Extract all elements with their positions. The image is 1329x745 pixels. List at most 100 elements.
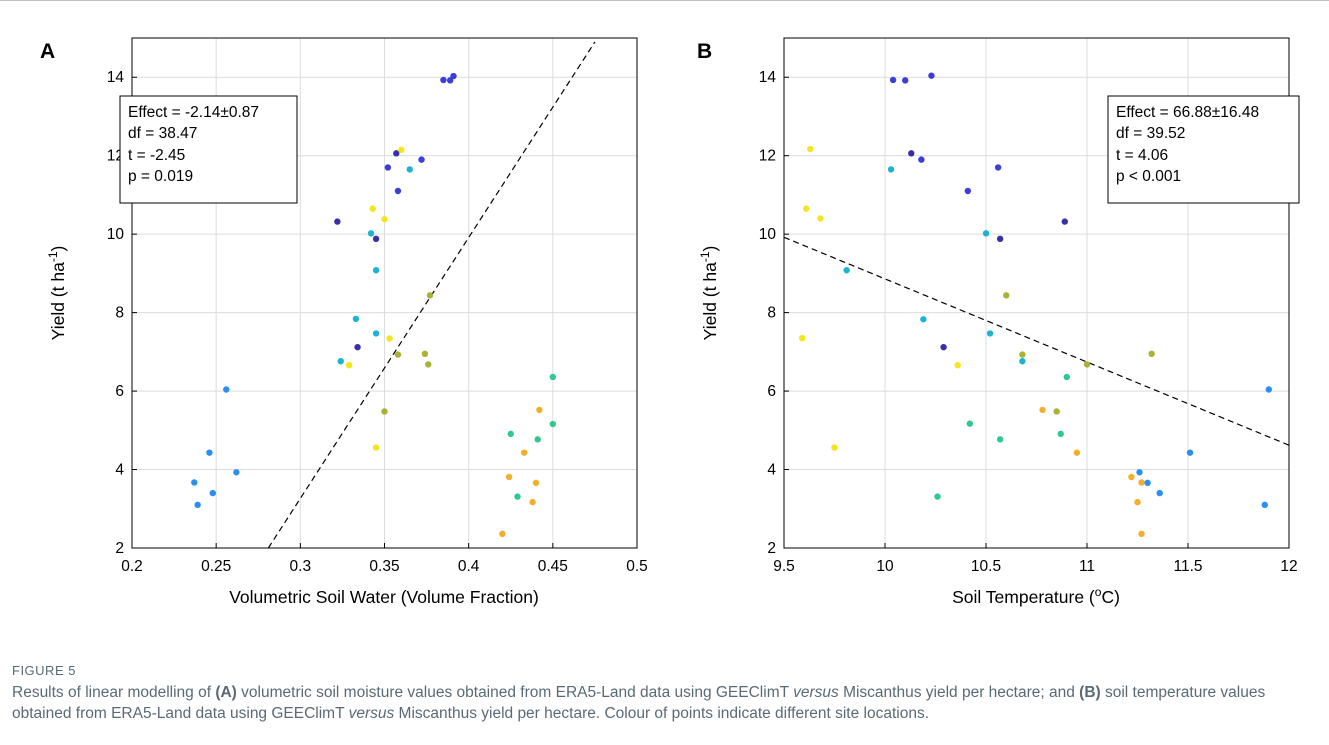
panel-a-data-point xyxy=(209,489,216,497)
panel-b-data-point xyxy=(1019,358,1026,365)
panel-a-data-point xyxy=(549,420,557,428)
panel-a-y-tick-label: 6 xyxy=(115,383,124,400)
panel-a-y-tick-label: 8 xyxy=(115,305,124,322)
panel-b-x-axis-label: Soil Temperature (oC) xyxy=(952,585,1120,607)
panel-b-x-tick-label: 11 xyxy=(1079,558,1095,575)
panel-b-y-tick-label: 2 xyxy=(767,540,776,557)
panel-a-data-point xyxy=(372,235,380,243)
panel-a-y-label-sup: -1 xyxy=(46,251,60,262)
panel-a-data-point xyxy=(406,166,413,173)
panel-b: B 9.5 10 10.5 11 11.5 12 2 4 6 8 10 12 14 Effect = … xyxy=(697,37,1300,607)
panel-a-data-point xyxy=(223,386,230,393)
panel-b-fit-line xyxy=(783,236,1290,446)
panel-b-x-tick-label: 12 xyxy=(1280,558,1297,575)
panel-b-data-point xyxy=(1063,373,1071,381)
panel-a-y-axis-label: Yield (t ha-1) xyxy=(46,246,68,341)
panel-b-data-point xyxy=(843,267,850,274)
panel-b-y-tick-label: 6 xyxy=(767,383,776,400)
panel-a-data-point xyxy=(372,330,380,337)
caption-segment: (B) xyxy=(1079,684,1101,701)
panel-b-stat-t: t = 4.06 xyxy=(1116,147,1168,164)
panel-a-x-tick-label: 0.4 xyxy=(458,558,480,575)
panel-b-data-point xyxy=(1186,449,1194,456)
panel-b-data-point xyxy=(964,187,972,195)
panel-a-data-point xyxy=(386,335,393,342)
figure-plots: A 0.2 0.25 0.3 0.35 0.4 0.45 0.5 2 4 6 8 10 12 14 Ef… xyxy=(40,37,1300,607)
caption-segment: versus xyxy=(793,684,839,701)
panel-b-y-label-end: ) xyxy=(700,246,720,252)
panel-b-grid xyxy=(783,38,1290,549)
panel-a-data-point xyxy=(345,361,353,369)
panel-a-data-point xyxy=(394,351,402,358)
panel-b-data-point xyxy=(1053,408,1060,415)
panel-a-data-point xyxy=(425,361,432,368)
panel-b-x-label-sup: o xyxy=(1095,585,1102,599)
panel-b-data-point xyxy=(908,150,915,157)
panel-b-data-point xyxy=(954,361,961,369)
figure-caption: FIGURE 5 Results of linear modelling of … xyxy=(12,663,1312,724)
panel-b-x-ticks: 9.5 10 10.5 11 11.5 12 xyxy=(773,543,1298,575)
panel-a-data-point xyxy=(381,216,388,223)
panel-b-data-point xyxy=(1136,469,1143,476)
panel-a-label: A xyxy=(40,40,55,63)
panel-b-data-point xyxy=(918,156,925,163)
panel-b-data-point xyxy=(940,343,947,351)
panel-b-y-label-main: Yield (t ha xyxy=(700,262,720,340)
panel-b-y-tick-label: 14 xyxy=(759,69,777,86)
panel-b-data-point xyxy=(920,316,927,323)
panel-b-data-point xyxy=(986,330,994,337)
panel-a-stat-df: df = 38.47 xyxy=(128,125,197,142)
panel-a-data-point xyxy=(194,501,201,509)
panel-b-data-point xyxy=(1148,350,1155,358)
panel-b-y-tick-label: 4 xyxy=(767,462,776,479)
panel-b-data-point xyxy=(982,230,990,237)
panel-a-x-tick-label: 0.45 xyxy=(538,558,568,575)
panel-a-data-point xyxy=(499,530,506,538)
panel-b-y-label-sup: -1 xyxy=(698,251,712,262)
panel-a-data-point xyxy=(421,350,429,358)
panel-b-data-point xyxy=(1138,479,1145,486)
svg-text:Effect = -2.14±0.87 df =: Effect = -2.14±0.87 df = 38.47 t = -2.45… xyxy=(128,104,263,185)
panel-a-data-point xyxy=(354,343,361,351)
panel-b-y-ticks: 2 4 6 8 10 12 14 xyxy=(759,69,789,557)
panel-b-x-label-end: C) xyxy=(1101,587,1119,607)
panel-b-data-point xyxy=(887,166,895,173)
panel-a-y-tick-label: 14 xyxy=(107,69,125,86)
panel-b-data-point xyxy=(928,72,935,79)
panel-b-data-point xyxy=(1261,501,1268,509)
panel-b-data-point xyxy=(966,420,974,427)
caption-segment: soil temperature values obtained from ER… xyxy=(12,684,1266,722)
panel-a-x-tick-label: 0.5 xyxy=(626,558,648,575)
panel-b-x-label-main: Soil Temperature ( xyxy=(952,587,1095,607)
panel-a-x-tick-label: 0.2 xyxy=(121,558,143,575)
panel-a-data-point xyxy=(381,408,388,415)
svg-text:Effect = 66.88±16.48 df: Effect = 66.88±16.48 df = 39.52 t = 4.06… xyxy=(1116,104,1263,185)
panel-a-data-point xyxy=(534,436,541,443)
panel-a-data-point xyxy=(394,187,402,195)
panel-b-data-point xyxy=(996,235,1004,243)
panel-b-stat-df: df = 39.52 xyxy=(1116,125,1185,142)
panel-a-x-tick-label: 0.3 xyxy=(290,558,312,575)
panel-b-data-point xyxy=(934,493,941,500)
panel-b-data-point xyxy=(1134,498,1141,506)
panel-b-x-tick-label: 9.5 xyxy=(773,558,795,575)
panel-b-data-point xyxy=(1073,449,1081,456)
caption-segment: Miscanthus yield per hectare; and xyxy=(838,684,1080,701)
figure-caption-text: Results of linear modelling of (A) volum… xyxy=(12,682,1312,724)
panel-b-x-tick-label: 11.5 xyxy=(1173,558,1202,575)
panel-a-data-point xyxy=(398,146,405,154)
panel-a-data-point xyxy=(426,292,434,299)
panel-a-stat-effect: Effect = -2.14±0.87 xyxy=(128,104,259,121)
panel-b-x-tick-label: 10.5 xyxy=(971,558,1001,575)
panel-b-x-tick-label: 10 xyxy=(876,558,894,575)
figure-label: FIGURE 5 xyxy=(12,663,76,678)
panel-a-points xyxy=(191,72,557,538)
panel-b-axes-frame xyxy=(783,37,1290,549)
caption-segment: Results of linear modelling of xyxy=(12,684,216,701)
panel-b-data-point xyxy=(1039,406,1046,414)
panel-a-data-point xyxy=(384,164,392,171)
panel-a-data-point xyxy=(206,449,213,456)
panel-b-data-point xyxy=(1144,479,1151,487)
